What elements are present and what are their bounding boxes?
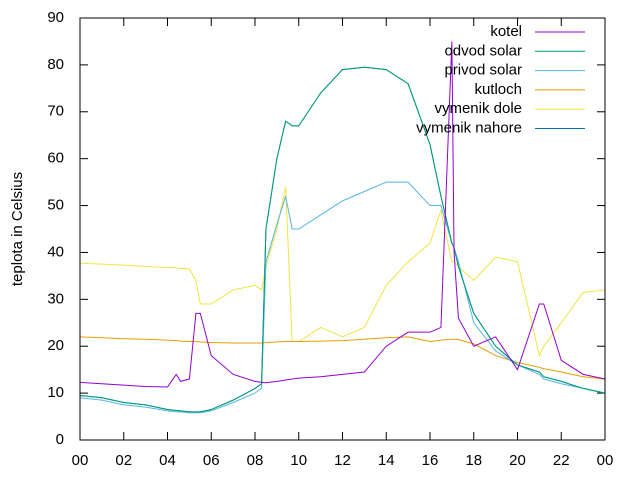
y-tick-label: 40 [47,243,64,260]
x-tick-label: 12 [334,452,351,469]
series-line [79,336,606,380]
y-tick-label: 30 [47,290,64,307]
x-tick-label: 10 [290,452,307,469]
y-axis-label: teplota in Celsius [9,172,26,286]
series-line [79,66,606,413]
legend-label: privod solar [444,62,522,79]
x-tick-label: 16 [422,452,439,469]
legend-label: odvod solar [444,42,522,59]
series-line [79,186,606,358]
y-tick-label: 60 [47,150,64,167]
y-tick-label: 50 [47,197,64,214]
series-line [79,41,606,388]
legend-label: kotel [490,23,522,40]
legend-label: vymenik dole [434,100,522,117]
y-tick-label: 0 [56,431,64,448]
x-tick-label: 02 [115,452,132,469]
y-tick-label: 70 [47,103,64,120]
x-tick-label: 00 [597,452,614,469]
series-line [79,66,606,413]
y-tick-label: 10 [47,384,64,401]
series-line [79,181,606,414]
x-tick-label: 18 [465,452,482,469]
y-tick-label: 90 [47,9,64,26]
x-tick-label: 08 [247,452,264,469]
legend-label: vymenik nahore [416,119,522,136]
legend-label: kutloch [474,81,522,98]
plot-border [79,17,606,441]
x-tick-label: 04 [159,452,176,469]
y-tick-label: 20 [47,337,64,354]
y-tick-label: 80 [47,56,64,73]
x-tick-label: 06 [203,452,220,469]
x-tick-label: 22 [553,452,570,469]
x-tick-label: 14 [378,452,395,469]
x-tick-label: 20 [509,452,526,469]
x-tick-label: 00 [72,452,89,469]
